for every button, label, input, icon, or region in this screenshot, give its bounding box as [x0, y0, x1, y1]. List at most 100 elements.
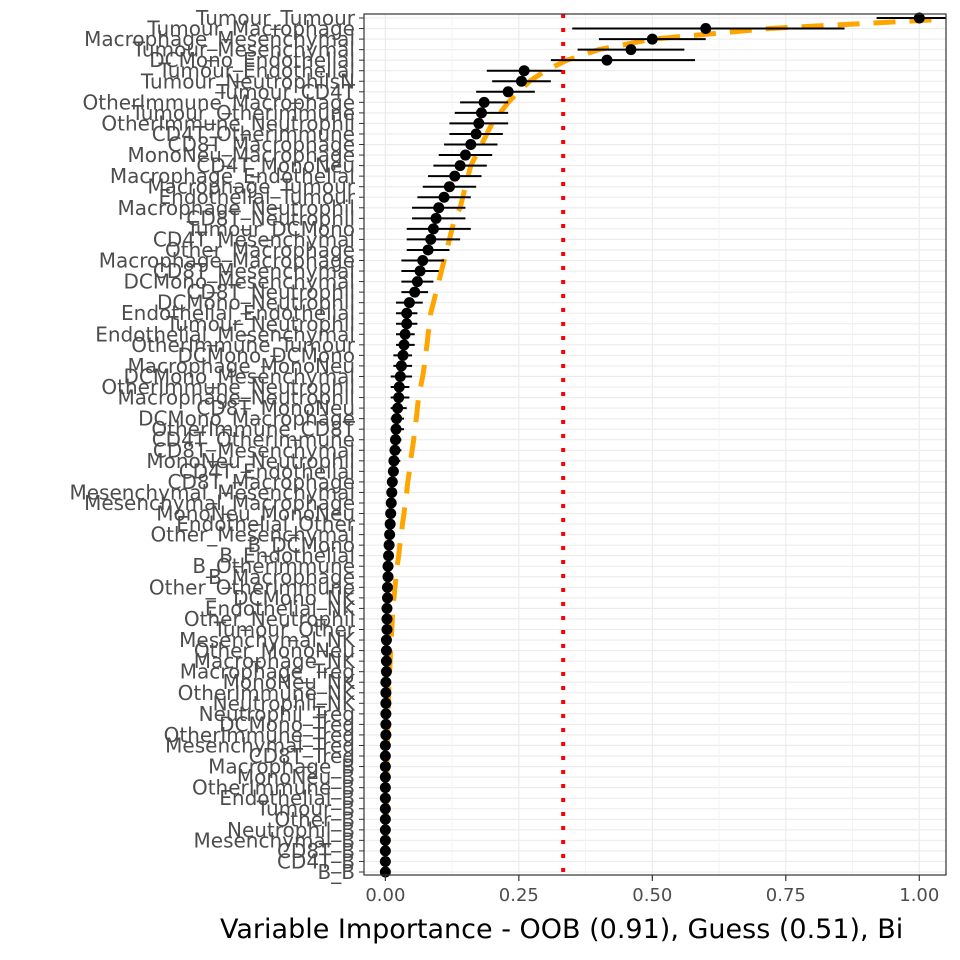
data-point	[465, 139, 477, 151]
y-tick-label: Tumour_Neutrophil	[165, 312, 355, 336]
points	[379, 12, 925, 878]
y-tick-label: DCMono_Treg	[219, 712, 355, 736]
y-tick-label: OtherImmune_Macrophage	[83, 90, 355, 114]
data-point	[379, 803, 391, 815]
data-point	[379, 824, 391, 836]
y-tick-label: CD8T_Mesenchymal	[153, 438, 355, 462]
data-point	[380, 655, 392, 667]
data-point	[430, 212, 442, 224]
y-tick-label: Other_MonoNeu	[194, 639, 355, 663]
data-point	[380, 666, 392, 678]
y-tick-label: Endothelial_Mesenchymal	[95, 322, 355, 346]
data-point	[625, 44, 637, 56]
data-point	[397, 349, 409, 361]
data-point	[409, 286, 421, 298]
y-tick-label: MonoNeu_Macrophage	[128, 143, 356, 167]
y-tick-label: MonoNeu_MonoNeu	[156, 502, 355, 526]
data-point	[380, 676, 392, 688]
y-tick-label: OtherImmune_Neutrophil	[101, 375, 355, 399]
data-point	[379, 813, 391, 825]
data-point	[389, 444, 401, 456]
data-point	[411, 276, 423, 288]
data-point	[384, 518, 396, 530]
cutoff-curve-layer	[383, 16, 946, 872]
data-point	[470, 128, 482, 140]
y-tick-label: OtherImmune_B	[192, 776, 355, 800]
data-point	[700, 23, 712, 35]
y-tick-label: Neutrophil_B	[227, 818, 355, 842]
y-tick-label: Tumour_DCMono	[186, 217, 355, 241]
data-point	[388, 455, 400, 467]
x-tick-label: 1.00	[899, 885, 939, 906]
data-point	[380, 697, 392, 709]
data-point	[414, 265, 426, 277]
y-tick-label: Macrophage_MonoNeu	[128, 354, 356, 378]
data-point	[385, 508, 397, 520]
data-point	[381, 581, 393, 593]
y-tick-label: B_DCMono	[248, 533, 356, 557]
data-point	[913, 12, 925, 24]
y-tick-label: Macrophage_Mesenchymal	[84, 27, 355, 51]
y-tick-label: MonoNeu_NK	[223, 670, 356, 694]
cutoff-curve	[383, 16, 946, 872]
y-tick-label: CD4T_B	[277, 849, 355, 873]
data-point	[454, 160, 466, 172]
data-point	[601, 54, 613, 66]
data-point	[387, 465, 399, 477]
y-tick-label: OtherImmune_Tumour	[131, 333, 356, 357]
y-tick-label: Macrophage_Treg	[180, 660, 355, 684]
x-ticks: 0.00 0.25 0.50 0.75 1.00	[365, 875, 939, 906]
data-point	[379, 750, 391, 762]
y-tick-label: Tumour_B	[256, 797, 355, 821]
data-point	[386, 486, 398, 498]
panel-border	[363, 13, 947, 876]
y-tick-label: Neutrophil_Treg	[199, 702, 355, 726]
y-tick-label: Endothelial_B	[219, 786, 355, 810]
data-point	[392, 402, 404, 414]
y-tick-label: Macrophage_Macrophage	[99, 248, 355, 272]
y-tick-label: OtherImmune_Treg	[164, 723, 355, 747]
y-tick-label: DCMono_Mesenchymal	[123, 270, 355, 294]
data-point	[393, 381, 405, 393]
y-tick-label: B_Endothelial	[219, 544, 355, 568]
y-tick-label: Endothelial_Other	[176, 512, 356, 536]
y-tick-label: DCMono_Neutrophil	[157, 291, 355, 315]
data-point	[401, 307, 413, 319]
data-point	[427, 223, 439, 235]
data-point	[518, 65, 530, 77]
y-tick-label: Endothelial_Endothelial	[121, 301, 355, 325]
y-tick-label: Tumour_CD4T	[215, 80, 356, 104]
x-tick-label: 0.25	[499, 885, 539, 906]
data-point	[449, 170, 461, 182]
y-tick-label: DCMono_Mesenchymal	[123, 364, 355, 388]
data-point	[475, 107, 487, 119]
y-tick-label: Other_Neutrophil	[184, 607, 355, 631]
data-point	[381, 602, 393, 614]
y-tick-label: DCMono_Macrophage	[138, 407, 355, 431]
y-tick-labels: Tumour_TumourTumour_MacrophageMacrophage…	[69, 6, 364, 884]
data-point	[473, 117, 485, 129]
data-point	[380, 687, 392, 699]
data-point	[425, 233, 437, 245]
data-point	[403, 297, 415, 309]
y-tick-label: CD4T_Otherimmune	[152, 122, 355, 146]
data-point	[394, 370, 406, 382]
data-point	[379, 845, 391, 857]
data-point	[380, 645, 392, 657]
y-tick-label: Tumour_Endothelial	[158, 59, 355, 83]
y-tick-label: Other_Macrophage	[165, 238, 355, 262]
y-tick-label: CD8T_Neutrophil	[186, 280, 355, 304]
y-tick-label: MonoNeu_Neutrophil	[146, 449, 355, 473]
y-tick-label: Macrophage_NK	[194, 649, 356, 673]
data-point	[382, 560, 394, 572]
data-point	[391, 413, 403, 425]
data-point	[383, 550, 395, 562]
data-point	[502, 86, 514, 98]
y-tick-label: Mesenchymal_B	[194, 828, 355, 852]
data-point	[379, 834, 391, 846]
data-point	[443, 181, 455, 193]
y-tick-label: Endothelial_NK	[205, 596, 356, 620]
y-tick-label: Other_OtherImmune	[149, 575, 355, 599]
y-tick-label: DCMono_NK	[233, 586, 356, 610]
data-point	[393, 392, 405, 404]
